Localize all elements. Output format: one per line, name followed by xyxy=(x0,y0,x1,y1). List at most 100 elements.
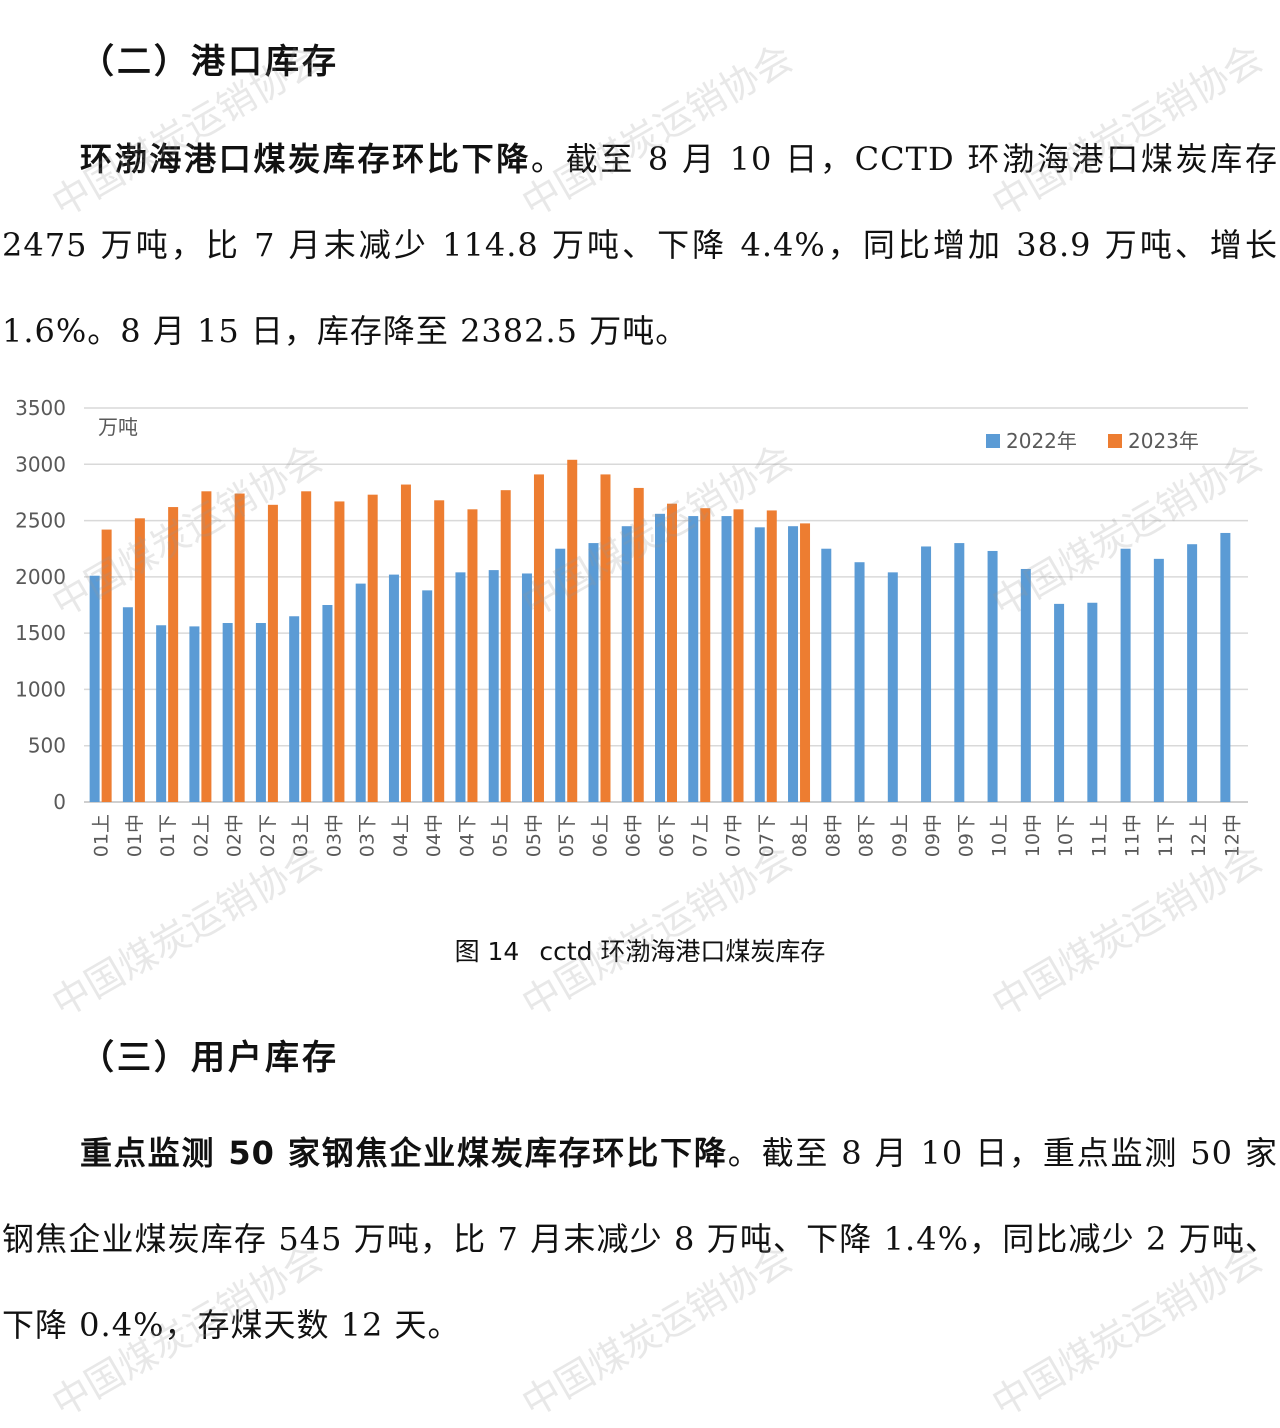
bar-2022年-08下 xyxy=(854,562,865,802)
x-axis-ticks: 01上 01中 01下 02上 02中 02下 03上 03中 03下 04上 04中 04下 05上 0… xyxy=(91,814,1244,857)
x-tick-label: 12上 xyxy=(1188,814,1210,857)
bar-2023年-05上 xyxy=(500,490,511,802)
x-tick-label: 01中 xyxy=(124,814,146,857)
bar-2022年-11上 xyxy=(1087,602,1098,802)
x-tick-label: 08上 xyxy=(789,814,811,857)
bar-2022年-06上 xyxy=(588,543,599,802)
bar-2023年-03上 xyxy=(301,491,312,802)
bar-2022年-06中 xyxy=(621,526,632,802)
x-tick-label: 10中 xyxy=(1022,814,1044,857)
bar-2023年-06下 xyxy=(667,503,677,802)
legend-swatch-2023 xyxy=(1108,434,1122,448)
y-axis-ticks: 0 500 1000 1500 2000 2500 3000 3500 xyxy=(15,396,66,814)
bar-2022年-10中 xyxy=(1020,568,1031,802)
bar-2022年-08上 xyxy=(788,526,799,802)
x-tick-label: 02中 xyxy=(224,814,246,857)
chart-gridlines xyxy=(84,407,1248,803)
legend-label-2023: 2023年 xyxy=(1128,429,1199,453)
x-tick-label: 09下 xyxy=(955,814,977,857)
bar-2022年-08中 xyxy=(821,548,832,802)
paragraph-port-inventory: 环渤海港口煤炭库存环比下降。截至 8 月 10 日，CCTD 环渤海港口煤炭库存… xyxy=(2,116,1278,374)
bar-2023年-03中 xyxy=(334,501,345,802)
bar-2022年-10下 xyxy=(1054,603,1065,802)
figure-number: 图 14 xyxy=(454,937,520,966)
bar-2022年-11下 xyxy=(1153,558,1164,802)
bar-2022年-01中 xyxy=(122,607,133,802)
bar-2023年-02中 xyxy=(234,493,245,802)
figure-caption: 图 14 cctd 环渤海港口煤炭库存 xyxy=(0,932,1280,968)
x-tick-label: 08下 xyxy=(856,814,878,857)
x-tick-label: 11上 xyxy=(1088,814,1110,857)
x-tick-label: 06上 xyxy=(589,814,611,857)
x-tick-label: 07中 xyxy=(723,814,745,857)
x-tick-label: 11中 xyxy=(1122,814,1144,857)
x-tick-label: 05中 xyxy=(523,814,545,857)
bar-2023年-04下 xyxy=(467,509,478,802)
y-tick-label: 1000 xyxy=(15,677,66,701)
paragraph-lead: 环渤海港口煤炭库存环比下降 xyxy=(80,140,531,178)
x-tick-label: 07下 xyxy=(756,814,778,857)
y-tick-label: 2500 xyxy=(15,509,66,533)
x-tick-label: 09中 xyxy=(922,814,944,857)
bar-2022年-04下 xyxy=(455,572,466,802)
bar-2022年-01上 xyxy=(89,575,100,802)
bar-2023年-08上 xyxy=(800,523,811,802)
legend-swatch-2022 xyxy=(986,434,1000,448)
bar-2022年-06下 xyxy=(655,513,665,802)
x-tick-label: 01下 xyxy=(157,814,179,857)
bar-2022年-03下 xyxy=(355,583,366,802)
bar-2022年-04上 xyxy=(388,574,399,802)
figure-title: cctd 环渤海港口煤炭库存 xyxy=(539,937,826,966)
x-tick-label: 04上 xyxy=(390,814,412,857)
section-heading-port-inventory: （二）港口库存 xyxy=(80,42,339,82)
x-tick-label: 11下 xyxy=(1155,814,1177,857)
section-heading-user-inventory: （三）用户库存 xyxy=(80,1038,339,1078)
x-tick-label: 07上 xyxy=(689,814,711,857)
bar-2022年-03上 xyxy=(289,616,300,802)
bar-2023年-01下 xyxy=(168,507,179,802)
bar-2022年-02上 xyxy=(189,626,200,802)
bar-2022年-07上 xyxy=(688,516,699,802)
x-tick-label: 06中 xyxy=(623,814,645,857)
paragraph-lead: 重点监测 50 家钢焦企业煤炭库存环比下降 xyxy=(80,1134,728,1172)
bar-2023年-02上 xyxy=(201,491,212,802)
bar-2022年-09下 xyxy=(954,543,965,802)
x-tick-label: 03上 xyxy=(290,814,312,857)
bar-2023年-06上 xyxy=(600,474,611,802)
bar-2022年-02中 xyxy=(222,623,233,802)
y-tick-label: 500 xyxy=(28,734,66,758)
x-tick-label: 02下 xyxy=(257,814,279,857)
x-tick-label: 09上 xyxy=(889,814,911,857)
bar-2022年-05中 xyxy=(521,573,532,802)
paragraph-user-inventory: 重点监测 50 家钢焦企业煤炭库存环比下降。截至 8 月 10 日，重点监测 5… xyxy=(2,1110,1278,1368)
bar-2022年-09上 xyxy=(887,572,898,802)
x-tick-label: 02上 xyxy=(190,814,212,857)
bar-2022年-10上 xyxy=(987,550,998,802)
paragraph-body: 。截至 8 月 10 日，CCTD 环渤海港口煤炭库存 2475 万吨，比 7 … xyxy=(2,140,1278,350)
bar-2022年-09中 xyxy=(921,546,932,802)
paragraph-body: 。截至 8 月 10 日，重点监测 50 家钢焦企业煤炭库存 545 万吨，比 … xyxy=(2,1134,1278,1344)
bar-2022年-07下 xyxy=(754,527,765,802)
bar-2023年-05下 xyxy=(567,459,578,802)
bar-2022年-11中 xyxy=(1120,548,1131,802)
bar-2022年-12中 xyxy=(1220,532,1231,802)
x-tick-label: 10下 xyxy=(1055,814,1077,857)
bar-2022年-01下 xyxy=(156,625,167,802)
bar-2023年-06中 xyxy=(633,487,644,802)
x-tick-label: 12中 xyxy=(1221,814,1243,857)
x-tick-label: 04下 xyxy=(456,814,478,857)
chart-legend: 2022年 2023年 xyxy=(986,429,1199,453)
x-tick-label: 06下 xyxy=(656,814,678,857)
port-coal-inventory-chart: 0 500 1000 1500 2000 2500 3000 3500 01上 01中 01下 02… xyxy=(15,396,1248,857)
bar-2023年-03下 xyxy=(367,494,378,802)
x-tick-label: 08中 xyxy=(822,814,844,857)
bar-2022年-05下 xyxy=(555,548,566,802)
x-tick-label: 03下 xyxy=(357,814,379,857)
bar-2023年-07上 xyxy=(700,508,711,802)
y-tick-label: 3500 xyxy=(15,396,66,420)
x-tick-label: 04中 xyxy=(423,814,445,857)
bar-2023年-02下 xyxy=(267,504,278,802)
bar-2022年-05上 xyxy=(488,570,499,802)
x-tick-label: 05上 xyxy=(490,814,512,857)
legend-label-2022: 2022年 xyxy=(1006,429,1077,453)
